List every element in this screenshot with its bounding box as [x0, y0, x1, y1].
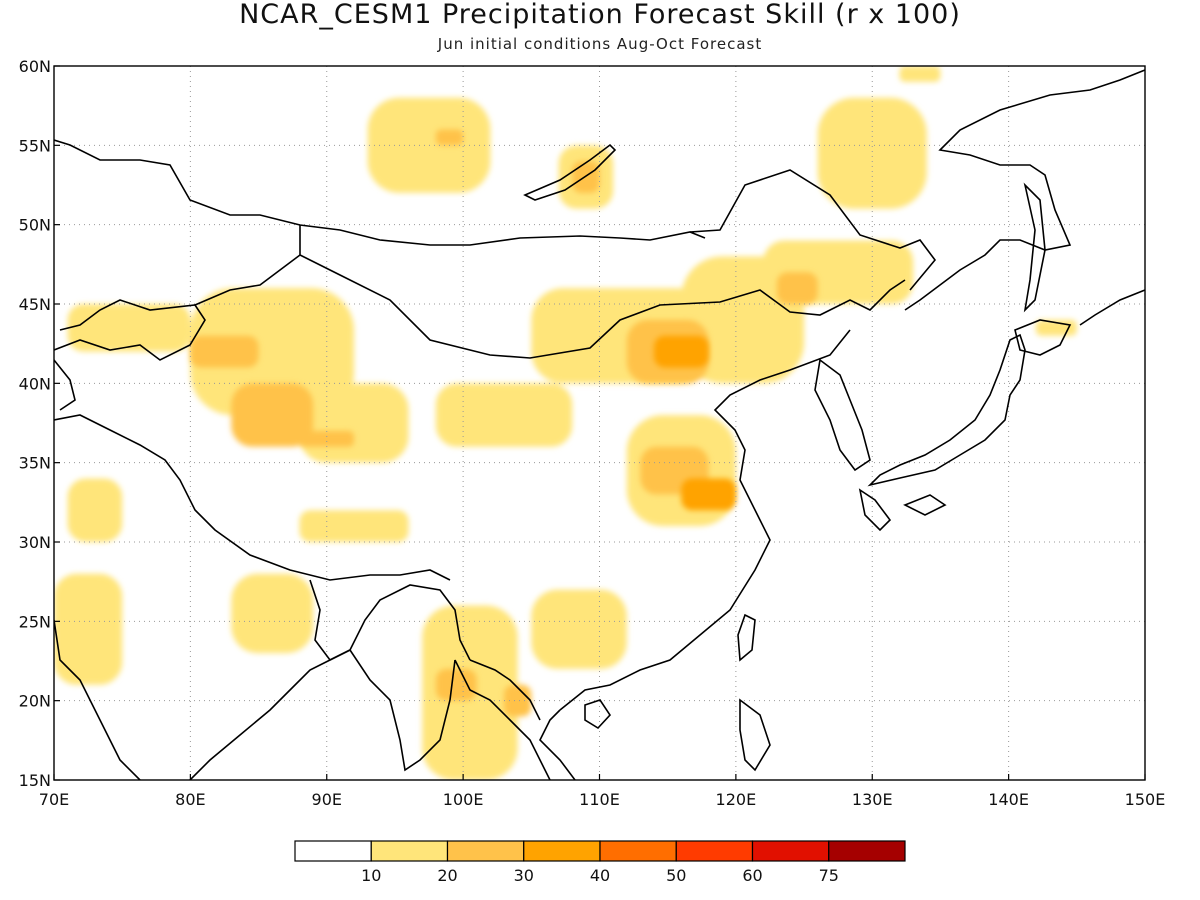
y-tick-label: 30N — [19, 533, 51, 552]
laos-vietnam-border — [469, 659, 541, 721]
kazakhstan-china-border — [194, 254, 301, 306]
skill-region — [435, 129, 464, 146]
skill-region — [654, 335, 709, 368]
skill-region — [531, 589, 627, 669]
skill-region — [299, 510, 409, 542]
colorbar-swatch — [599, 840, 677, 862]
x-tick-label: 80E — [175, 790, 205, 809]
china-mongolia-border — [299, 225, 906, 359]
x-tick-label: 120E — [716, 790, 757, 809]
x-tick-label: 90E — [312, 790, 342, 809]
colorbar-swatch — [294, 840, 372, 862]
skill-region — [299, 430, 355, 447]
caspian-region — [54, 359, 76, 411]
colorbar-label: 20 — [437, 866, 457, 885]
skill-region — [231, 573, 314, 654]
latitude-axis: 60N 55N 50N 45N 40N 35N 30N 25N 20N 15N — [19, 57, 60, 790]
colorbar-swatch — [675, 840, 754, 862]
skill-shading — [54, 66, 1077, 780]
y-tick-label: 55N — [19, 136, 51, 155]
y-tick-label: 50N — [19, 216, 51, 235]
colorbar-swatch — [751, 840, 830, 862]
y-tick-label: 45N — [19, 295, 51, 314]
kamchatka-kurils — [1079, 289, 1145, 326]
colorbar-label: 60 — [742, 866, 762, 885]
tibet-india-border — [54, 414, 451, 581]
skill-region — [817, 97, 927, 209]
x-tick-label: 100E — [443, 790, 484, 809]
colorbar-swatch — [523, 840, 601, 862]
myanmar-border — [309, 579, 471, 662]
skill-region — [435, 383, 573, 447]
skill-region — [67, 304, 191, 352]
colorbar-swatch — [370, 840, 449, 862]
skill-region — [776, 272, 818, 304]
lake-baikal — [523, 143, 617, 201]
y-tick-label: 25N — [19, 612, 51, 631]
colorbar-label: 40 — [590, 866, 610, 885]
india-east-coast — [189, 649, 351, 780]
colorbar-label: 75 — [819, 866, 839, 885]
x-tick-label: 130E — [852, 790, 893, 809]
map-subtitle: Jun initial conditions Aug-Oct Forecast — [437, 35, 763, 53]
japan-kyushu-shikoku — [858, 488, 947, 532]
skill-region — [572, 161, 600, 193]
x-tick-label: 140E — [988, 790, 1029, 809]
skill-region — [435, 668, 477, 701]
india-coast — [54, 619, 141, 780]
x-tick-label: 70E — [39, 790, 69, 809]
colorbar-label: 10 — [361, 866, 381, 885]
russia-china-border-north — [689, 169, 937, 291]
skill-region — [299, 383, 409, 463]
indochina-east-coast — [539, 709, 576, 780]
x-tick-label: 110E — [579, 790, 620, 809]
skill-region — [681, 478, 736, 511]
skill-level-1-group — [54, 66, 1077, 780]
skill-level-3-group — [654, 335, 736, 511]
colorbar: 10 20 30 40 50 60 75 — [294, 840, 906, 885]
japan-hokkaido — [1014, 319, 1072, 356]
japan-honshu — [867, 333, 1026, 487]
taiwan — [737, 613, 756, 662]
y-tick-label: 20N — [19, 692, 51, 711]
skill-region — [504, 684, 532, 717]
colorbar-label: 30 — [514, 866, 534, 885]
map-title: NCAR_CESM1 Precipitation Forecast Skill … — [239, 0, 961, 30]
colorbar-label: 50 — [666, 866, 686, 885]
philippines-luzon — [739, 698, 771, 772]
russia-far-east-coast — [904, 69, 1145, 311]
korea-peninsula — [814, 358, 871, 472]
central-asia-borders — [54, 299, 206, 361]
hainan — [584, 699, 612, 730]
longitude-axis: 70E 80E 90E 100E 110E 120E 130E 140E 150E — [39, 774, 1166, 809]
x-tick-label: 150E — [1125, 790, 1166, 809]
skill-region — [231, 383, 314, 447]
y-tick-label: 15N — [19, 771, 51, 790]
sakhalin — [1023, 182, 1046, 313]
skill-region — [67, 478, 123, 542]
skill-region — [190, 335, 259, 368]
southeast-asia-coast — [454, 659, 551, 780]
colorbar-swatch — [828, 840, 906, 862]
asia-coastline — [54, 139, 706, 246]
y-tick-label: 40N — [19, 374, 51, 393]
y-tick-label: 35N — [19, 454, 51, 473]
skill-region — [54, 573, 123, 685]
skill-region — [190, 288, 355, 416]
y-tick-label: 60N — [19, 57, 51, 76]
coastlines-and-borders — [54, 69, 1145, 780]
colorbar-swatch — [446, 840, 525, 862]
china-east-coast — [559, 329, 851, 711]
bay-bengal-burma-coast — [349, 649, 456, 772]
skill-region — [899, 66, 941, 82]
